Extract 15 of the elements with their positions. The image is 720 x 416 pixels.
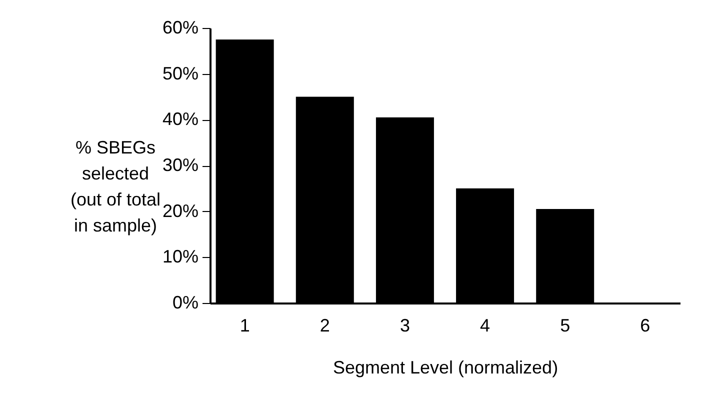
y-tick-label: 0% xyxy=(172,292,198,312)
y-tick-label: 20% xyxy=(162,200,198,221)
x-tick-label: 3 xyxy=(400,316,410,336)
y-tick-label: 40% xyxy=(162,109,198,130)
y-tick-label: 30% xyxy=(162,155,198,175)
x-tick-label: 4 xyxy=(480,316,490,336)
x-axis-title: Segment Level (normalized) xyxy=(332,358,558,378)
x-tick-label: 5 xyxy=(560,316,570,336)
y-tick-label: 60% xyxy=(162,18,198,38)
x-tick-label: 6 xyxy=(640,316,650,336)
x-tick-label: 1 xyxy=(240,316,250,336)
y-tick-label: 50% xyxy=(162,63,198,84)
y-tick-label: 10% xyxy=(162,246,198,267)
y-axis-title: % SBEGs selected (out of total in sample) xyxy=(70,138,161,236)
x-tick-label: 2 xyxy=(320,316,330,336)
